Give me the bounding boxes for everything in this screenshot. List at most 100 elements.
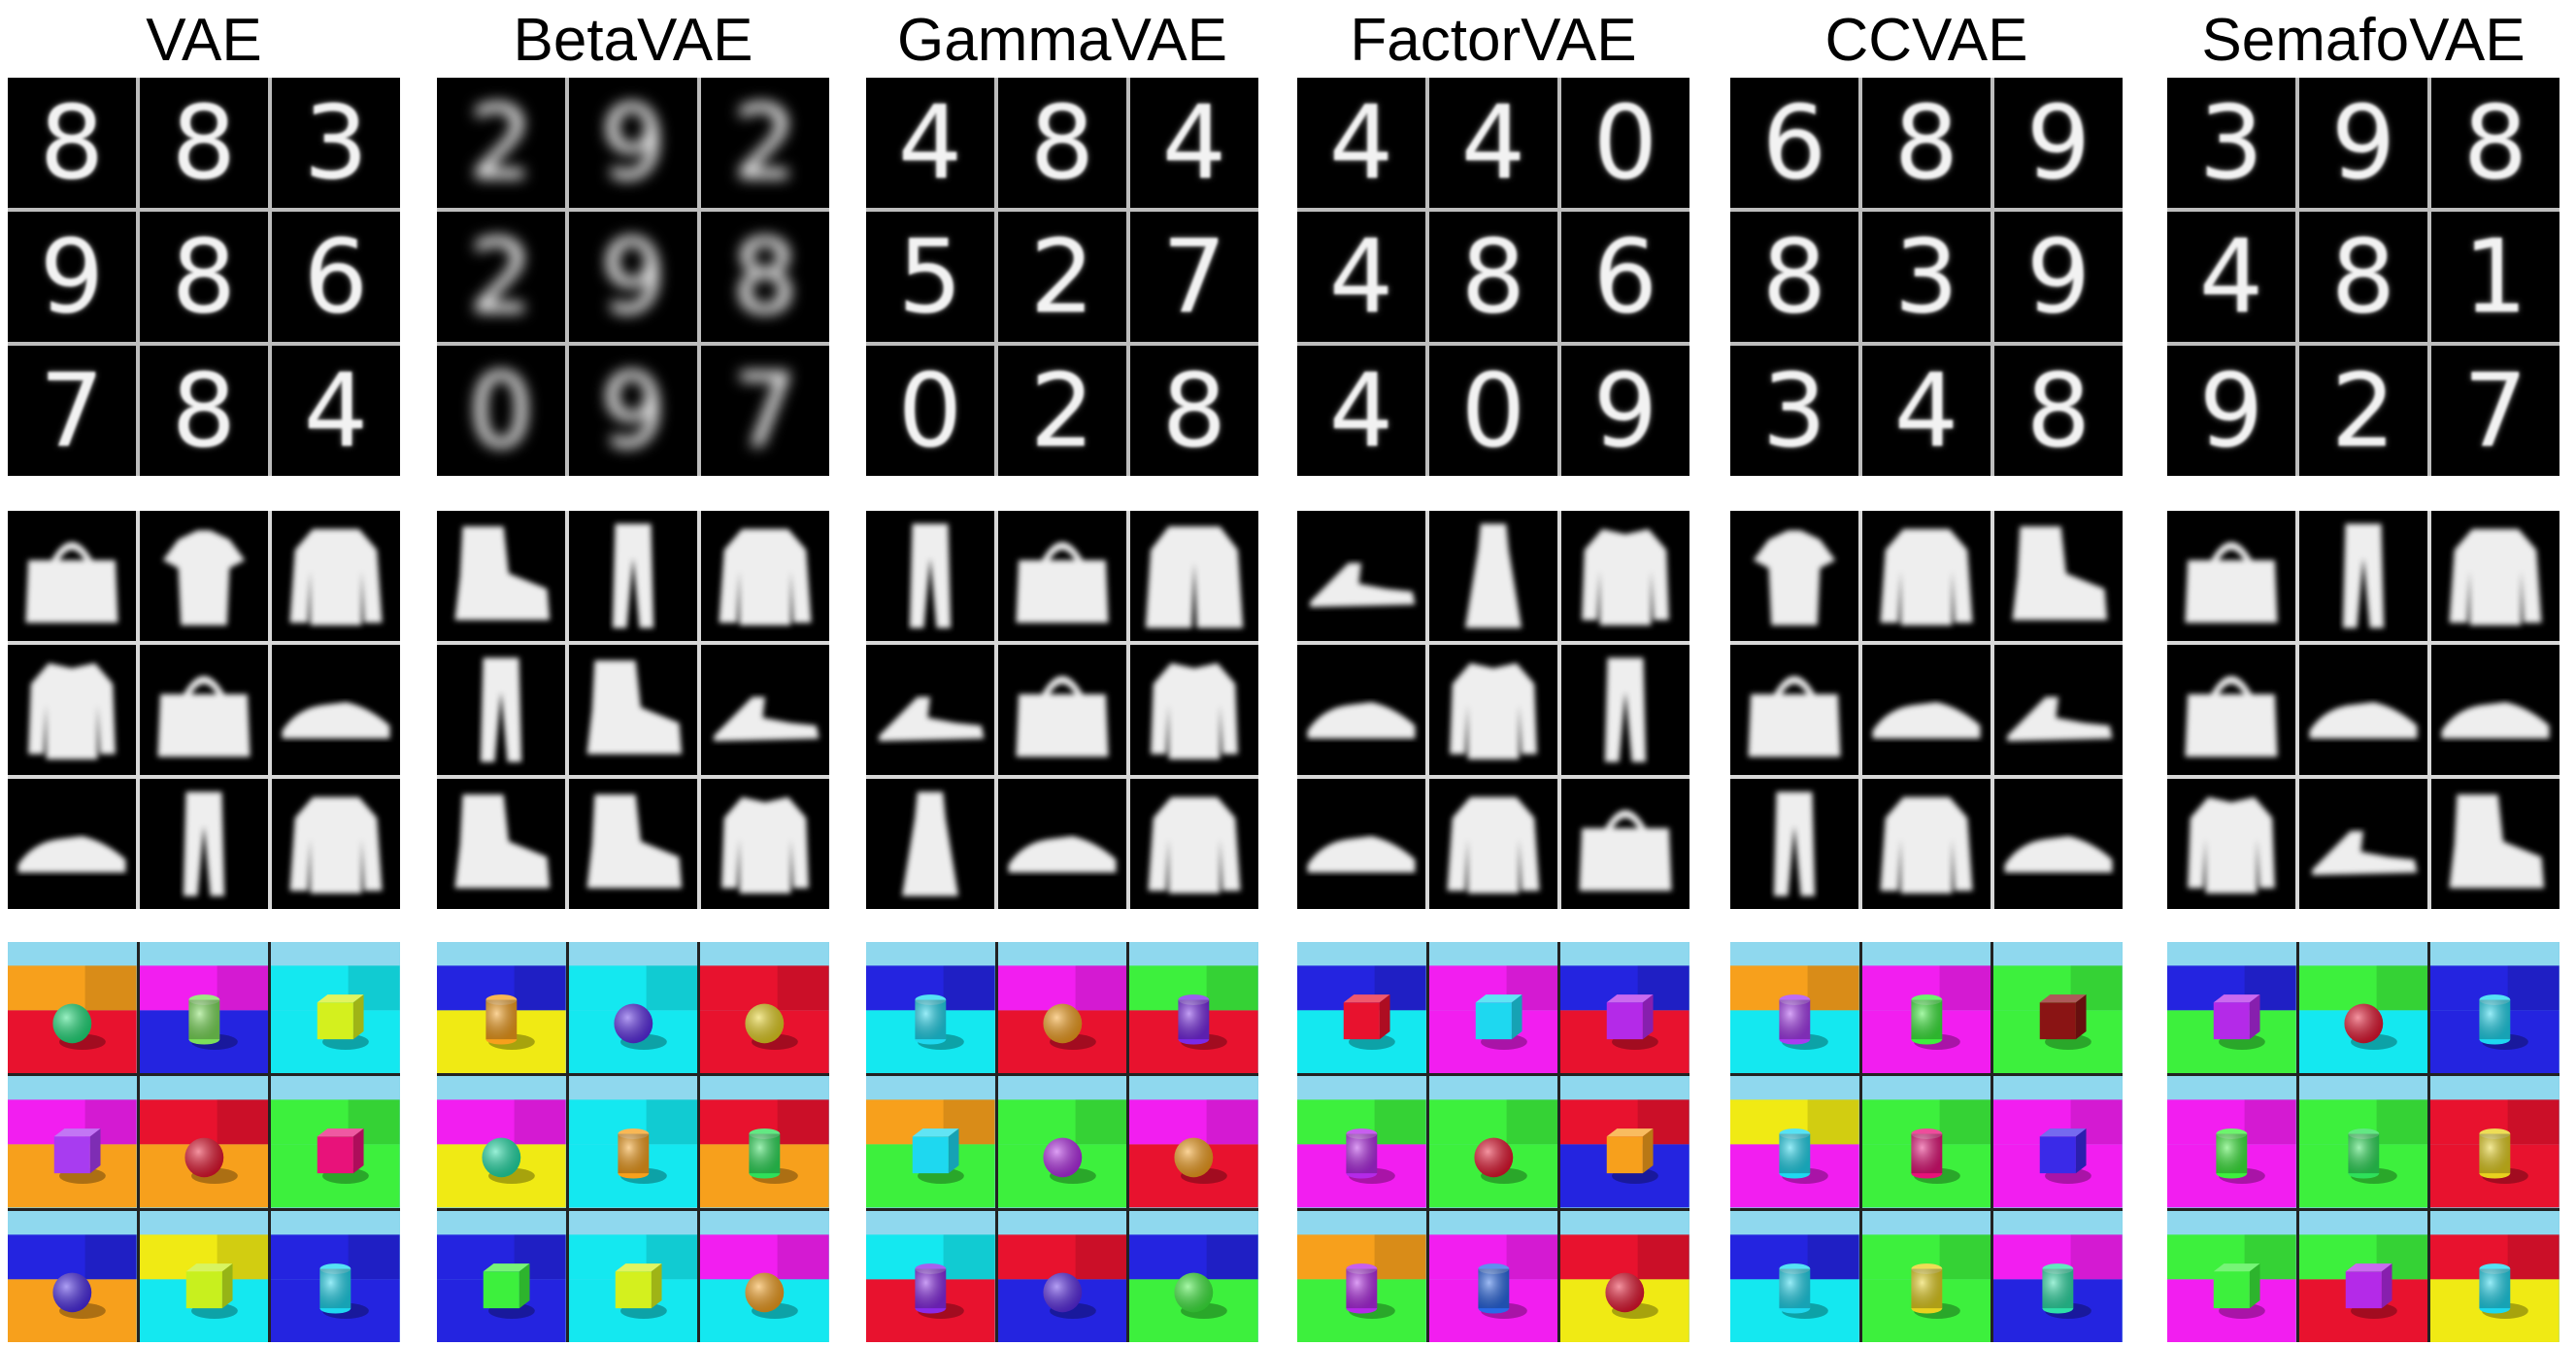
- digit-glyph: 4: [1161, 84, 1227, 202]
- digit-sample-tile: 9: [1994, 78, 2123, 208]
- fashion-sample-tile: [140, 779, 268, 909]
- digit-glyph: 4: [303, 352, 369, 470]
- digit-sample-tile: 1: [2431, 212, 2559, 342]
- bag-icon: [1748, 676, 1841, 757]
- digit-sample-tile: 9: [1561, 346, 1689, 476]
- digit-glyph: 9: [600, 218, 666, 336]
- fashion-sample-tile: [2431, 511, 2559, 641]
- pullover-icon: [1447, 796, 1540, 893]
- digit-sample-tile: 9: [569, 346, 697, 476]
- fashion-sample-tile: [1561, 779, 1689, 909]
- sphere-icon: [2298, 942, 2428, 1074]
- trouser-icon: [2342, 523, 2385, 628]
- clevr-scene-tile: [997, 1076, 1127, 1208]
- digit-sample-tile: 0: [437, 346, 565, 476]
- digit-glyph: 8: [1029, 84, 1095, 202]
- digit-glyph: 3: [1893, 218, 1959, 336]
- digit-glyph: 6: [1592, 218, 1658, 336]
- sneaker-icon: [1872, 701, 1981, 739]
- digit-sample-tile: 4: [1429, 78, 1557, 208]
- clevr-scene-tile: [568, 1076, 698, 1208]
- digit-sample-tile: 3: [1730, 346, 1858, 476]
- trouser-icon: [183, 791, 225, 896]
- clevr-scene-tile: [271, 1076, 400, 1208]
- clevr-scene-tile: [1297, 1210, 1426, 1342]
- digit-sample-tile: 6: [272, 212, 400, 342]
- fashion-sample-tile: [569, 779, 697, 909]
- column-title-vae: VAE: [146, 7, 262, 74]
- fashion-sample-tile: [2299, 511, 2427, 641]
- fashion-sample-grid-vae: [8, 511, 400, 909]
- digit-glyph: 8: [732, 218, 798, 336]
- sandal-icon: [1310, 562, 1416, 608]
- fashion-sample-tile: [140, 645, 268, 775]
- cylinder-icon: [1297, 1210, 1426, 1342]
- digit-glyph: 0: [1592, 84, 1658, 202]
- digit-sample-tile: 2: [437, 212, 565, 342]
- clevr-scene-tile: [271, 1210, 400, 1342]
- clevr-scene-tile: [2167, 1210, 2296, 1342]
- cube-icon: [1428, 942, 1558, 1074]
- sneaker-icon: [1307, 835, 1416, 873]
- column-title-betavae: BetaVAE: [513, 7, 753, 74]
- digit-sample-tile: 2: [998, 212, 1126, 342]
- sandal-icon: [2007, 696, 2113, 742]
- clevr-scene-tile: [1428, 1210, 1558, 1342]
- pullover-icon: [719, 528, 812, 625]
- fashion-sample-tile: [2431, 645, 2559, 775]
- digit-sample-tile: 8: [1862, 78, 1991, 208]
- column-title-semafovae: SemafoVAE: [2201, 7, 2526, 74]
- cylinder-icon: [1129, 942, 1258, 1074]
- cylinder-icon: [1861, 1210, 1991, 1342]
- sphere-icon: [139, 1076, 269, 1208]
- cylinder-icon: [866, 1210, 995, 1342]
- clevr-scene-tile: [568, 942, 698, 1074]
- cylinder-icon: [2167, 1076, 2296, 1208]
- tshirt-icon: [162, 530, 246, 625]
- clevr-scene-tile: [1993, 942, 2123, 1074]
- digit-sample-tile: 5: [866, 212, 994, 342]
- digit-sample-tile: 4: [272, 346, 400, 476]
- column-title-gammavae: GammaVAE: [897, 7, 1227, 74]
- fashion-sample-tile: [701, 511, 829, 641]
- digit-glyph: 4: [1328, 218, 1394, 336]
- pullover-icon: [1880, 796, 1973, 893]
- digit-sample-tile: 9: [2167, 346, 2295, 476]
- fashion-sample-tile: [437, 645, 565, 775]
- digit-sample-tile: 8: [1429, 212, 1557, 342]
- digit-sample-tile: 0: [1429, 346, 1557, 476]
- clevr-scene-tile: [2430, 1210, 2559, 1342]
- digit-sample-tile: 4: [1297, 346, 1425, 476]
- sneaker-icon: [1008, 835, 1117, 873]
- clevr-scene-tile: [1129, 1076, 1258, 1208]
- clevr-scene-tile: [700, 942, 829, 1074]
- digit-sample-tile: 6: [1561, 212, 1689, 342]
- boot-icon: [454, 526, 551, 621]
- sneaker-icon: [1307, 701, 1416, 739]
- digit-sample-tile: 4: [1862, 346, 1991, 476]
- digit-glyph: 8: [1761, 218, 1827, 336]
- digit-sample-tile: 2: [437, 78, 565, 208]
- sphere-icon: [997, 942, 1127, 1074]
- cylinder-icon: [1730, 942, 1859, 1074]
- digit-sample-tile: 2: [701, 78, 829, 208]
- digit-glyph: 8: [2462, 84, 2528, 202]
- cylinder-icon: [700, 1076, 829, 1208]
- digit-glyph: 9: [2330, 84, 2396, 202]
- digit-glyph: 9: [1592, 352, 1658, 470]
- digit-glyph: 9: [2198, 352, 2264, 470]
- shirt-icon: [2188, 796, 2275, 893]
- cylinder-icon: [1297, 1076, 1426, 1208]
- digit-glyph: 0: [897, 352, 963, 470]
- cube-icon: [866, 1076, 995, 1208]
- digit-sample-tile: 9: [569, 78, 697, 208]
- digit-sample-tile: 8: [1730, 212, 1858, 342]
- digit-sample-tile: 9: [1994, 212, 2123, 342]
- clevr-scene-tile: [139, 1076, 269, 1208]
- sphere-icon: [997, 1076, 1127, 1208]
- boot-icon: [586, 794, 683, 889]
- cube-icon: [437, 1210, 566, 1342]
